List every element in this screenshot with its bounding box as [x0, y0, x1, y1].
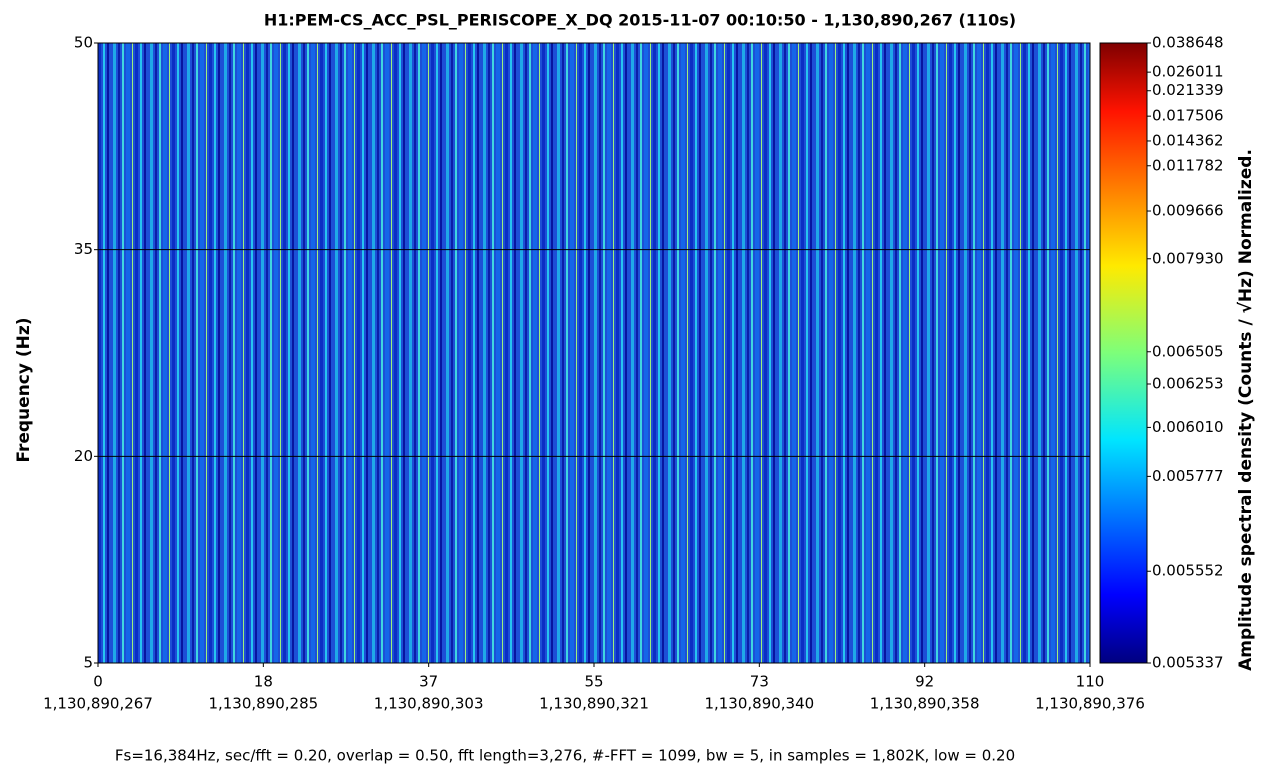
colorbar-tick-label: 0.006505: [1152, 342, 1224, 360]
x-tick-sublabel: 1,130,890,267: [43, 695, 153, 713]
x-tick-sublabel: 1,130,890,285: [208, 695, 318, 713]
spectrogram-image: [98, 43, 1090, 663]
x-tick-sublabel: 1,130,890,321: [539, 695, 649, 713]
colorbar-tick-label: 0.017506: [1152, 107, 1224, 125]
colorbar-tick-label: 0.006253: [1152, 375, 1224, 393]
x-tick-label: 92: [915, 673, 934, 691]
y-tick-label: 20: [74, 447, 93, 465]
x-tick-sublabel: 1,130,890,303: [374, 695, 484, 713]
x-tick-label: 18: [254, 673, 273, 691]
colorbar-tick-label: 0.005337: [1152, 654, 1224, 672]
x-tick-label: 55: [584, 673, 603, 691]
colorbar: [1099, 42, 1148, 664]
colorbar-tick-label: 0.038648: [1152, 34, 1224, 52]
x-tick-label: 73: [750, 673, 769, 691]
footer-note: Fs=16,384Hz, sec/fft = 0.20, overlap = 0…: [115, 747, 1015, 765]
colorbar-tick-label: 0.007930: [1152, 249, 1224, 267]
colorbar-tick-label: 0.021339: [1152, 81, 1224, 99]
colorbar-tick-label: 0.009666: [1152, 202, 1224, 220]
x-tick-sublabel: 1,130,890,358: [870, 695, 980, 713]
y-axis-label: Frequency (Hz): [14, 317, 34, 462]
y-tick-label: 5: [83, 654, 93, 672]
colorbar-label: Amplitude spectral density (Counts / √Hz…: [1236, 149, 1256, 671]
colorbar-tick-label: 0.014362: [1152, 131, 1224, 149]
colorbar-tick-label: 0.006010: [1152, 418, 1224, 436]
x-tick-label: 37: [419, 673, 438, 691]
colorbar-tick-label: 0.005777: [1152, 467, 1224, 485]
x-tick-label: 0: [93, 673, 103, 691]
y-tick-label: 35: [74, 240, 93, 258]
y-tick-label: 50: [74, 34, 93, 52]
colorbar-tick-label: 0.026011: [1152, 63, 1224, 81]
x-tick-sublabel: 1,130,890,340: [704, 695, 814, 713]
chart-title: H1:PEM-CS_ACC_PSL_PERISCOPE_X_DQ 2015-11…: [264, 11, 1016, 30]
x-tick-sublabel: 1,130,890,376: [1035, 695, 1145, 713]
colorbar-tick-label: 0.011782: [1152, 156, 1224, 174]
colorbar-tick-label: 0.005552: [1152, 562, 1224, 580]
x-tick-label: 110: [1076, 673, 1105, 691]
